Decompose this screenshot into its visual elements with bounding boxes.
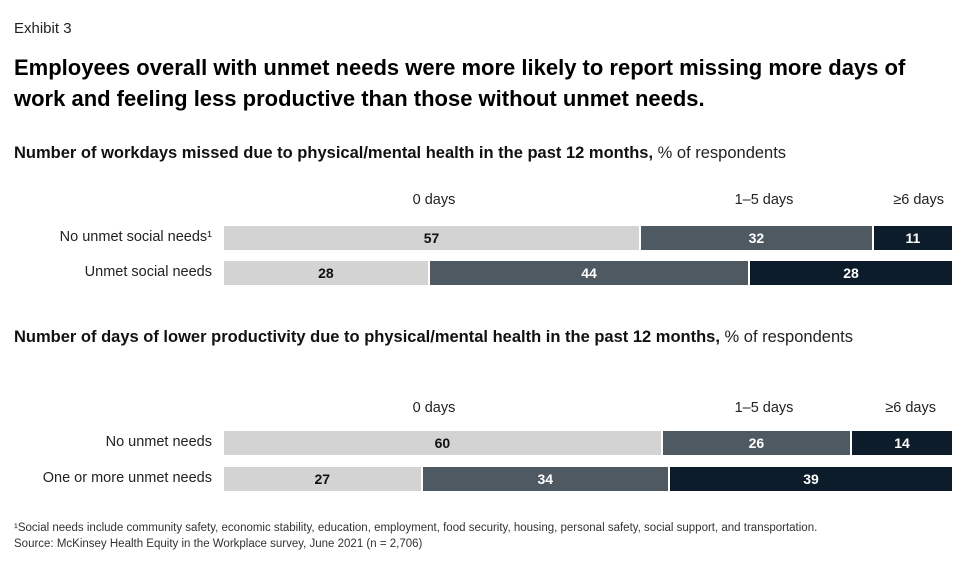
chart-1-title: Number of workdays missed due to physica… [14,142,959,164]
chart-1-bar-segment-1-2: 32 [638,226,872,250]
chart-1-title-text: Number of workdays missed due to physica… [14,144,654,162]
chart-2-unit: % of respondents [719,328,853,346]
chart-2-bar-segment-1-1: 60 [224,431,661,455]
chart-1-bar-segment-1-1: 57 [224,226,639,250]
chart-1-legend-1: 0 days [412,192,456,208]
chart-1-bar-segment-2-1: 28 [224,261,428,285]
footnote: ¹Social needs include community safety, … [14,520,817,552]
chart-2-title-text: Number of days of lower productivity due… [14,328,720,346]
chart-2-row-label-1: No unmet needs [105,434,212,450]
chart-2-row-label-2: One or more unmet needs [42,470,212,486]
chart-1-bar-segment-2-3: 28 [748,261,952,285]
chart-2-bar-segment-1-3: 14 [850,431,952,455]
chart-2-bar-segment-2-3: 39 [668,467,952,491]
chart-1-legend-2: 1–5 days [734,192,794,208]
chart-1-bar-segment-2-2: 44 [427,261,749,285]
footnote-source: Source: McKinsey Health Equity in the Wo… [14,538,423,550]
chart-2-legend-1: 0 days [412,400,456,416]
headline: Employees overall with unmet needs were … [14,55,906,111]
chart-2-legend-3: ≥6 days [885,400,936,416]
chart-1-legend-3: ≥6 days [893,192,944,208]
chart-1-unit: % of respondents [653,144,787,162]
chart-2-bar-row-2: 27 34 39 [224,467,952,491]
chart-2-bar-segment-1-2: 26 [660,431,851,455]
chart-2-legend-2: 1–5 days [734,400,794,416]
footnote-social-needs: ¹Social needs include community safety, … [14,522,818,534]
chart-1-bar-segment-1-3: 11 [871,226,952,250]
chart-1-row-label-2: Unmet social needs [84,264,212,280]
chart-2-bar-segment-2-2: 34 [420,467,669,491]
chart-2-bar-segment-2-1: 27 [224,467,421,491]
exhibit-label: Exhibit 3 [14,20,72,37]
chart-1-row-label-1: No unmet social needs¹ [59,229,212,245]
chart-2-bar-row-1: 60 26 14 [224,431,952,455]
chart-1-bar-row-1: 57 32 11 [224,226,952,250]
chart-2-title: Number of days of lower productivity due… [14,326,894,348]
chart-1-bar-row-2: 28 44 28 [224,261,952,285]
